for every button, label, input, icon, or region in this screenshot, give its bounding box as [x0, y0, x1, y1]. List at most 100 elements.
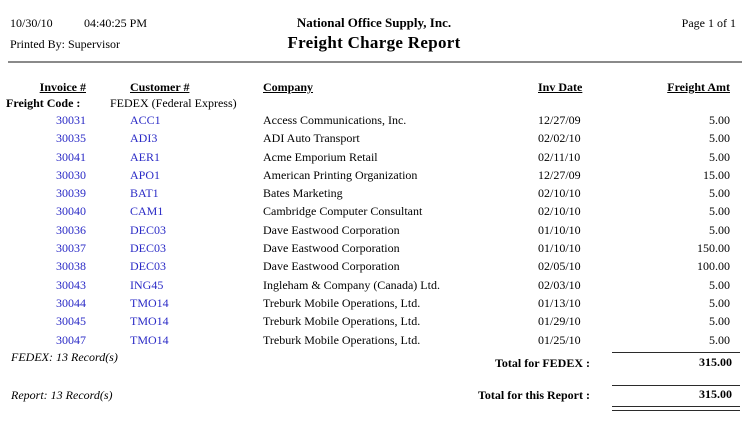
table-row: 30037 DEC03 Dave Eastwood Corporation 01…	[8, 239, 740, 257]
invoice-number-link[interactable]: 30035	[56, 131, 86, 146]
customer-code-link[interactable]: BAT1	[130, 186, 159, 201]
company-cell: Dave Eastwood Corporation	[263, 259, 400, 274]
table-row: 30043 ING45 Ingleham & Company (Canada) …	[8, 276, 740, 294]
inv-date-cell: 01/25/10	[538, 332, 581, 347]
invoice-number-link[interactable]: 30037	[56, 241, 86, 256]
freight-code-value: FEDEX (Federal Express)	[110, 96, 237, 110]
company-cell: Dave Eastwood Corporation	[263, 241, 400, 256]
customer-code-link[interactable]: AER1	[130, 149, 160, 164]
inv-date-cell: 12/27/09	[538, 167, 581, 182]
invoice-number-link[interactable]: 30039	[56, 186, 86, 201]
company-cell: Dave Eastwood Corporation	[263, 222, 400, 237]
table-row: 30035 ADI3 ADI Auto Transport 02/02/10 5…	[8, 129, 740, 147]
inv-date-cell: 02/10/10	[538, 186, 581, 201]
customer-code-link[interactable]: DEC03	[130, 241, 166, 256]
freight-amt-cell: 5.00	[709, 149, 730, 164]
inv-date-cell: 02/05/10	[538, 259, 581, 274]
invoice-number-link[interactable]: 30047	[56, 332, 86, 347]
company-cell: Ingleham & Company (Canada) Ltd.	[263, 277, 440, 292]
inv-date-cell: 01/29/10	[538, 314, 581, 329]
company-cell: Treburk Mobile Operations, Ltd.	[263, 314, 421, 329]
freight-amt-cell: 5.00	[709, 295, 730, 310]
customer-code-link[interactable]: CAM1	[130, 204, 164, 219]
customer-code-link[interactable]: TMO14	[130, 332, 169, 347]
company-cell: Acme Emporium Retail	[263, 149, 378, 164]
table-row: 30045 TMO14 Treburk Mobile Operations, L…	[8, 312, 740, 330]
inv-date-cell: 02/03/10	[538, 277, 581, 292]
customer-code-link[interactable]: ACC1	[130, 113, 161, 127]
customer-code-link[interactable]: ADI3	[130, 131, 158, 146]
report-total-value: 315.00	[699, 387, 732, 401]
company-cell: Treburk Mobile Operations, Ltd.	[263, 332, 421, 347]
col-header-freight-amt: Freight Amt	[667, 80, 730, 94]
table-row: 30041 AER1 Acme Emporium Retail 02/11/10…	[8, 148, 740, 166]
customer-code-link[interactable]: ING45	[130, 277, 164, 292]
company-cell: Bates Marketing	[263, 186, 343, 201]
invoice-number-link[interactable]: 30040	[56, 204, 86, 219]
print-date: 10/30/10	[10, 16, 53, 30]
table-row: 30036 DEC03 Dave Eastwood Corporation 01…	[8, 221, 740, 239]
invoice-number-link[interactable]: 30038	[56, 259, 86, 274]
group-total-label: Total for FEDEX :	[494, 356, 590, 370]
company-name: National Office Supply, Inc.	[296, 15, 452, 30]
col-header-customer: Customer #	[130, 80, 190, 94]
customer-code-link[interactable]: APO1	[130, 167, 161, 182]
printed-by: Printed By: Supervisor	[10, 37, 120, 51]
report-total-rule	[612, 385, 740, 386]
table-row: 30040 CAM1 Cambridge Computer Consultant…	[8, 202, 740, 220]
freight-amt-cell: 5.00	[709, 277, 730, 292]
table-body: 30031 ACC1 Access Communications, Inc. 1…	[8, 111, 740, 349]
customer-code-link[interactable]: TMO14	[130, 314, 169, 329]
col-header-company: Company	[263, 80, 314, 94]
table-row: 30047 TMO14 Treburk Mobile Operations, L…	[8, 331, 740, 349]
page-number: Page 1 of 1	[681, 16, 736, 30]
group-header-row: Freight Code : FEDEX (Federal Express)	[6, 96, 740, 111]
company-cell: American Printing Organization	[263, 167, 418, 182]
freight-amt-cell: 5.00	[709, 186, 730, 201]
customer-code-link[interactable]: TMO14	[130, 295, 169, 310]
freight-amt-cell: 5.00	[709, 222, 730, 237]
report-total-double-rule	[612, 406, 740, 411]
company-cell: ADI Auto Transport	[263, 131, 360, 146]
table-row: 30030 APO1 American Printing Organizatio…	[8, 166, 740, 184]
customer-code-link[interactable]: DEC03	[130, 259, 166, 274]
invoice-number-link[interactable]: 30043	[56, 277, 86, 292]
inv-date-cell: 02/10/10	[538, 204, 581, 219]
freight-code-label: Freight Code :	[6, 96, 81, 110]
table-header-row: Invoice # Customer # Company Inv Date Fr…	[8, 80, 740, 95]
invoice-number-link[interactable]: 30031	[56, 113, 86, 127]
header-divider	[8, 61, 742, 63]
invoice-number-link[interactable]: 30044	[56, 295, 86, 310]
company-cell: Treburk Mobile Operations, Ltd.	[263, 295, 421, 310]
invoice-number-link[interactable]: 30045	[56, 314, 86, 329]
freight-amt-cell: 5.00	[709, 314, 730, 329]
invoice-number-link[interactable]: 30041	[56, 149, 86, 164]
freight-amt-cell: 100.00	[697, 259, 730, 274]
company-cell: Cambridge Computer Consultant	[263, 204, 423, 219]
inv-date-cell: 01/10/10	[538, 241, 581, 256]
inv-date-cell: 12/27/09	[538, 113, 581, 127]
table-row: 30044 TMO14 Treburk Mobile Operations, L…	[8, 294, 740, 312]
inv-date-cell: 01/13/10	[538, 295, 581, 310]
group-total-rule	[612, 352, 740, 353]
table-row: 30038 DEC03 Dave Eastwood Corporation 02…	[8, 257, 740, 275]
freight-amt-cell: 5.00	[709, 113, 730, 127]
report-total-label: Total for this Report :	[478, 388, 590, 402]
table-row: 30031 ACC1 Access Communications, Inc. 1…	[8, 111, 740, 129]
inv-date-cell: 01/10/10	[538, 222, 581, 237]
invoice-number-link[interactable]: 30036	[56, 222, 86, 237]
customer-code-link[interactable]: DEC03	[130, 222, 166, 237]
col-header-invoice: Invoice #	[39, 80, 86, 94]
company-cell: Access Communications, Inc.	[263, 113, 407, 127]
invoice-number-link[interactable]: 30030	[56, 167, 86, 182]
freight-amt-cell: 5.00	[709, 204, 730, 219]
page-title: Freight Charge Report	[287, 33, 461, 52]
freight-amt-cell: 5.00	[709, 332, 730, 347]
freight-amt-cell: 150.00	[697, 241, 730, 256]
freight-amt-cell: 5.00	[709, 131, 730, 146]
freight-amt-cell: 15.00	[703, 167, 730, 182]
group-total-value: 315.00	[699, 355, 732, 369]
table-row: 30039 BAT1 Bates Marketing 02/10/10 5.00	[8, 184, 740, 202]
inv-date-cell: 02/11/10	[538, 149, 581, 164]
